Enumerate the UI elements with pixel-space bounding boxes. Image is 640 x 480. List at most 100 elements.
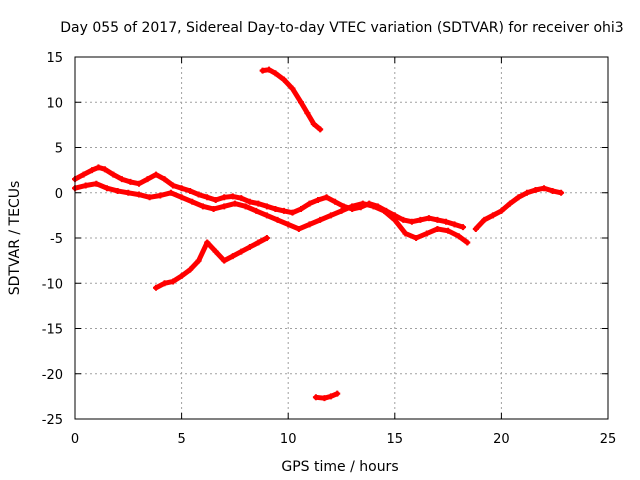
data-point xyxy=(280,76,287,83)
data-point xyxy=(289,85,296,92)
y-tick-label: -15 xyxy=(42,323,63,338)
data-point xyxy=(413,235,420,241)
data-point xyxy=(489,212,496,219)
data-point xyxy=(246,198,253,205)
data-series xyxy=(72,66,565,402)
data-point xyxy=(246,244,253,251)
x-tick-label: 25 xyxy=(600,432,617,447)
data-point xyxy=(170,278,177,285)
data-point xyxy=(381,207,388,214)
data-point xyxy=(212,248,219,255)
data-point xyxy=(170,182,177,189)
data-point xyxy=(481,216,488,223)
data-point xyxy=(210,206,217,213)
data-point xyxy=(332,198,339,205)
data-point xyxy=(178,273,185,280)
data-point xyxy=(464,239,471,246)
data-point xyxy=(157,192,164,199)
y-tick-label: 10 xyxy=(46,96,63,111)
data-point xyxy=(167,189,174,196)
data-point xyxy=(187,187,194,194)
data-point xyxy=(285,221,292,228)
data-point xyxy=(178,194,185,201)
data-point xyxy=(472,225,479,232)
data-point xyxy=(400,216,407,223)
y-tick-label: -10 xyxy=(42,277,63,292)
y-tick-label: 15 xyxy=(46,51,63,66)
x-tick-label: 10 xyxy=(280,432,297,447)
data-point xyxy=(125,189,132,196)
data-point xyxy=(178,185,185,192)
axis-ticks xyxy=(74,56,609,420)
series-trace-deep xyxy=(313,391,340,401)
data-point xyxy=(253,207,260,214)
data-point xyxy=(391,216,398,223)
data-point xyxy=(114,187,121,194)
data-point xyxy=(161,280,168,287)
data-point xyxy=(445,227,452,234)
data-point xyxy=(221,257,228,264)
x-tick-label: 20 xyxy=(493,432,510,447)
data-point xyxy=(317,126,324,133)
data-point xyxy=(153,284,160,291)
y-tick-label: -25 xyxy=(42,413,63,428)
data-point xyxy=(135,180,142,187)
data-point xyxy=(272,206,279,213)
y-tick-labels: 15 10 5 0 -5 -10 -15 -20 -25 xyxy=(42,51,63,428)
data-point xyxy=(259,67,266,74)
data-point xyxy=(187,266,194,273)
data-point xyxy=(263,212,270,219)
data-point xyxy=(338,207,345,214)
data-point xyxy=(423,230,430,237)
data-point xyxy=(315,196,322,203)
data-point xyxy=(144,176,151,183)
data-point xyxy=(118,176,125,183)
data-point xyxy=(263,203,270,210)
data-point xyxy=(549,187,556,194)
data-point xyxy=(532,187,539,194)
data-point xyxy=(455,233,462,240)
data-point xyxy=(402,230,409,237)
data-point xyxy=(541,185,548,192)
data-point xyxy=(321,395,328,402)
x-tick-label: 15 xyxy=(387,432,404,447)
data-point xyxy=(408,218,415,225)
data-point xyxy=(442,218,449,225)
data-point xyxy=(204,239,211,246)
y-tick-label: 5 xyxy=(55,142,63,157)
data-point xyxy=(95,164,102,171)
data-point xyxy=(349,203,356,210)
data-point xyxy=(295,225,302,232)
x-axis-label: GPS time / hours xyxy=(281,459,398,475)
data-point xyxy=(255,200,262,207)
data-point xyxy=(255,239,262,246)
chart-title: Day 055 of 2017, Sidereal Day-to-day VTE… xyxy=(60,20,623,36)
y-tick-label: 0 xyxy=(55,187,63,202)
data-point xyxy=(195,257,202,264)
data-point xyxy=(110,171,117,178)
data-point xyxy=(558,189,565,196)
data-point xyxy=(297,99,304,106)
data-point xyxy=(229,193,236,200)
data-point xyxy=(370,203,377,210)
data-point xyxy=(153,171,160,178)
data-point xyxy=(297,206,304,213)
data-point xyxy=(212,196,219,203)
y-tick-label: -20 xyxy=(42,368,63,383)
data-point xyxy=(317,216,324,223)
data-point xyxy=(82,182,89,189)
data-point xyxy=(101,166,108,173)
grid xyxy=(75,57,608,419)
data-point xyxy=(359,200,366,207)
data-point xyxy=(272,70,279,77)
data-point xyxy=(127,178,134,185)
data-point xyxy=(310,120,317,127)
data-point xyxy=(323,194,330,201)
data-point xyxy=(515,194,522,201)
data-point xyxy=(204,194,211,201)
data-point xyxy=(238,248,245,255)
data-point xyxy=(460,224,467,231)
x-tick-labels: 0 5 10 15 20 25 xyxy=(71,432,616,447)
data-point xyxy=(221,203,228,210)
